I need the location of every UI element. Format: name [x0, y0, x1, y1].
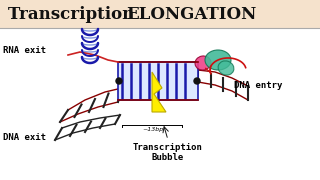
- Text: ~13bp: ~13bp: [142, 127, 164, 132]
- Circle shape: [194, 78, 200, 84]
- Ellipse shape: [218, 61, 234, 75]
- Text: DNA exit: DNA exit: [3, 134, 46, 143]
- Text: Transcription: Transcription: [8, 6, 140, 22]
- Text: Transcription: Transcription: [133, 143, 203, 152]
- Text: RNA exit: RNA exit: [3, 46, 46, 55]
- Polygon shape: [152, 72, 166, 112]
- Bar: [118, 62, 198, 100]
- Text: Bubble: Bubble: [152, 154, 184, 163]
- Ellipse shape: [205, 50, 231, 70]
- Circle shape: [116, 78, 122, 84]
- Bar: [0, 0, 320, 28]
- Text: DNA entry: DNA entry: [234, 80, 282, 89]
- Text: ELONGATION: ELONGATION: [126, 6, 256, 22]
- Ellipse shape: [195, 56, 211, 70]
